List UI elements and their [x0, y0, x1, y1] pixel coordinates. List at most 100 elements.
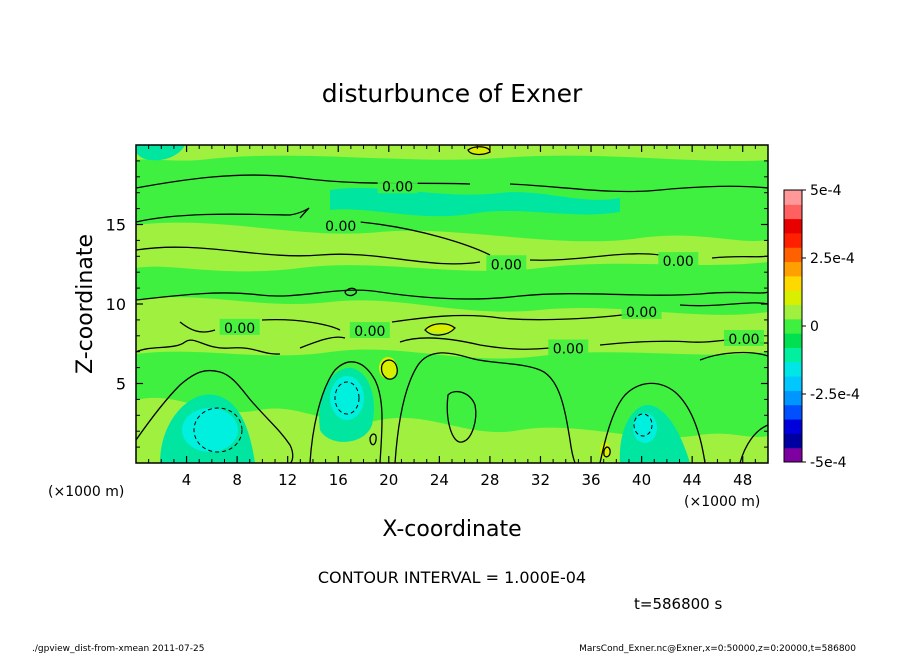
y-tick-label: 10: [106, 295, 126, 314]
contour-line: [699, 351, 768, 361]
colorbar-swatch: [784, 376, 802, 391]
x-tick-label: 36: [581, 471, 600, 489]
contour-label-bg: [320, 217, 361, 234]
field-band: [136, 145, 768, 162]
x-tick-label: 12: [278, 471, 297, 489]
colorbar-tick-label: -2.5e-4: [810, 387, 860, 403]
contour-line: [380, 359, 398, 380]
chart-title: disturbunce of Exner: [322, 79, 583, 108]
footer-left: ./gpview_dist-from-xmean 2011-07-25: [32, 644, 204, 654]
x-tick-label: 4: [182, 471, 192, 489]
colorbar-swatch: [784, 419, 802, 434]
x-tick-label: 16: [329, 471, 348, 489]
contour-line: [136, 207, 768, 261]
contour-label: 0.00: [663, 254, 694, 270]
contour-label-bg: [723, 329, 764, 346]
x-tick-label: 44: [683, 471, 702, 489]
x-tick-label: 20: [379, 471, 398, 489]
contour-line: [136, 289, 768, 301]
colorbar-tick-label: 2.5e-4: [810, 251, 855, 267]
x-tick-label: 32: [531, 471, 550, 489]
field-band: [136, 397, 768, 463]
x-axis-label: X-coordinate: [382, 517, 521, 542]
contour-label: 0.00: [354, 324, 385, 340]
contour-line: [599, 382, 706, 463]
contour-line: [424, 323, 456, 336]
colorbar-swatch: [784, 290, 802, 306]
colorbar-swatch: [784, 247, 802, 263]
contour-label: 0.00: [491, 257, 522, 273]
y-axis-label: Z-coordinate: [73, 234, 98, 374]
contour-line: [136, 369, 294, 463]
colorbar-swatch: [784, 404, 802, 420]
field-band: [136, 222, 768, 272]
contour-label: 0.00: [626, 305, 657, 321]
field-patch: [330, 187, 620, 217]
colorbar-swatch: [784, 390, 802, 406]
contour-line: [603, 446, 611, 458]
field-core: [633, 413, 657, 443]
y-tick-label: 5: [116, 375, 126, 394]
contour-label: 0.00: [553, 342, 584, 358]
contour-line: [309, 361, 383, 463]
colorbar-swatch: [784, 347, 802, 363]
colorbar: [783, 189, 803, 463]
x-axis: 4 8 12 16 20 24 28 32 36 40 44 48: [148, 145, 756, 489]
colorbar-swatch: [784, 275, 802, 291]
contour-lines: [136, 146, 768, 463]
colorbar-tick-label: -5e-4: [810, 455, 847, 471]
contour-line: [739, 424, 768, 463]
colorbar-swatch: [784, 447, 802, 463]
contour-label-bg: [548, 339, 589, 356]
contour-label: 0.00: [325, 219, 356, 235]
x-tick-label: 8: [232, 471, 242, 489]
negative-contour: [334, 381, 360, 415]
colorbar-swatch: [784, 232, 802, 248]
contour-label-bg: [349, 322, 390, 339]
contour-field: [136, 145, 768, 463]
x-tick-label: 24: [430, 471, 449, 489]
field-core: [330, 376, 364, 420]
contour-line: [344, 287, 357, 297]
time-text: t=586800 s: [634, 595, 722, 613]
contour-label: 0.00: [382, 179, 413, 195]
contour-label-bg: [621, 302, 662, 319]
negative-contour: [193, 407, 243, 453]
colorbar-swatch: [784, 204, 802, 220]
contour-line: [446, 391, 477, 443]
x-tick-label: 48: [733, 471, 752, 489]
contour-line: [136, 174, 768, 193]
y-axis: 5 10 15: [106, 160, 768, 448]
contour-label-bg: [486, 255, 527, 272]
contour-line: [136, 336, 768, 355]
contour-interval-text: CONTOUR INTERVAL = 1.000E-04: [318, 568, 586, 587]
colorbar-swatch: [784, 318, 802, 334]
colorbar-swatch: [784, 433, 802, 449]
colorbar-labels: 5e-4 2.5e-4 0 -2.5e-4 -5e-4: [802, 183, 860, 471]
colorbar-swatch: [784, 218, 802, 234]
contour-line: [136, 246, 481, 265]
contour-labels: 0.00 0.00 0.00 0.00 0.00 0.00 0.00 0.00 0.00: [219, 177, 764, 358]
colorbar-swatch: [784, 304, 802, 320]
colorbar-tick-label: 0: [810, 319, 819, 335]
y-tick-label: 15: [106, 216, 126, 235]
field-core: [182, 408, 238, 452]
contour-line: [179, 302, 768, 333]
contour-label: 0.00: [224, 321, 255, 337]
x-tick-label: 28: [480, 471, 499, 489]
contour-label-bg: [377, 177, 418, 194]
colorbar-swatch: [784, 361, 802, 377]
negative-contours: [193, 381, 653, 453]
x-tick-label: 40: [632, 471, 651, 489]
negative-contour: [633, 413, 653, 437]
contour-line: [394, 352, 576, 463]
contour-label-bg: [658, 252, 699, 269]
colorbar-swatch: [784, 261, 802, 277]
contour-line: [369, 433, 377, 446]
colorbar-swatch: [784, 190, 802, 205]
x-unit-left: (×1000 m): [48, 484, 124, 500]
contour-label-bg: [219, 318, 260, 335]
x-unit-right: (×1000 m): [684, 494, 760, 510]
colorbar-tick-label: 5e-4: [810, 183, 842, 199]
